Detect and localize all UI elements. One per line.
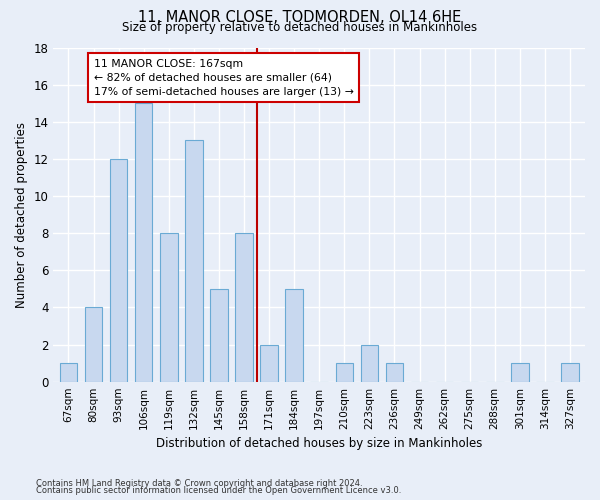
Bar — [135, 103, 152, 382]
Text: Contains public sector information licensed under the Open Government Licence v3: Contains public sector information licen… — [36, 486, 401, 495]
Bar — [59, 363, 77, 382]
Bar — [160, 233, 178, 382]
Bar — [335, 363, 353, 382]
Bar — [511, 363, 529, 382]
Bar — [361, 344, 378, 382]
Text: 11 MANOR CLOSE: 167sqm
← 82% of detached houses are smaller (64)
17% of semi-det: 11 MANOR CLOSE: 167sqm ← 82% of detached… — [94, 58, 353, 96]
Bar — [185, 140, 203, 382]
Bar — [260, 344, 278, 382]
Text: 11, MANOR CLOSE, TODMORDEN, OL14 6HE: 11, MANOR CLOSE, TODMORDEN, OL14 6HE — [139, 10, 461, 25]
X-axis label: Distribution of detached houses by size in Mankinholes: Distribution of detached houses by size … — [156, 437, 482, 450]
Text: Size of property relative to detached houses in Mankinholes: Size of property relative to detached ho… — [122, 22, 478, 35]
Text: Contains HM Land Registry data © Crown copyright and database right 2024.: Contains HM Land Registry data © Crown c… — [36, 478, 362, 488]
Bar — [386, 363, 403, 382]
Y-axis label: Number of detached properties: Number of detached properties — [15, 122, 28, 308]
Bar — [561, 363, 579, 382]
Bar — [210, 289, 227, 382]
Bar — [235, 233, 253, 382]
Bar — [286, 289, 303, 382]
Bar — [110, 159, 127, 382]
Bar — [85, 308, 103, 382]
